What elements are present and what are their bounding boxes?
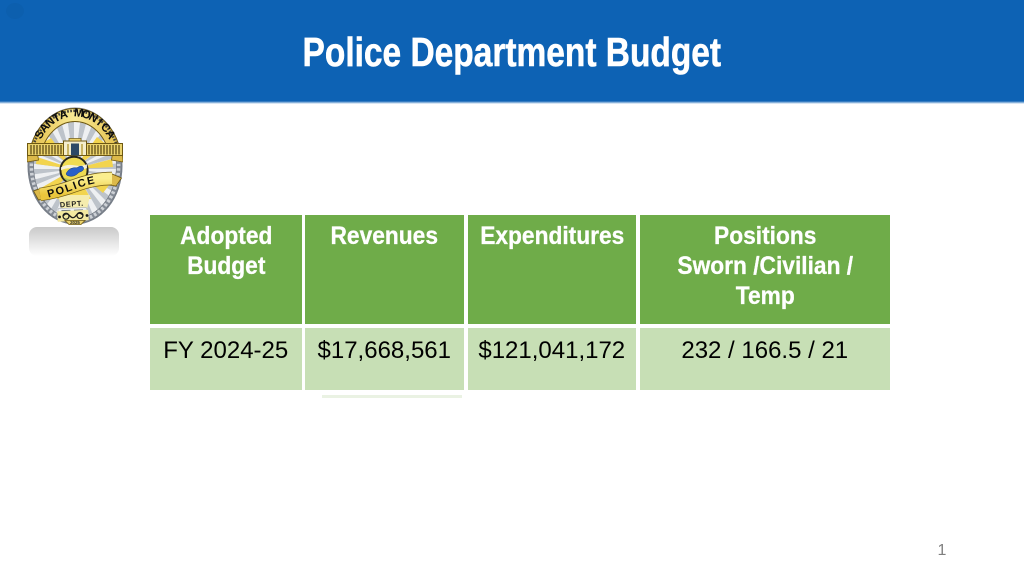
svg-text:M: M [73,107,84,120]
svg-text:O: O [80,107,93,122]
svg-text:I: I [94,116,105,128]
svg-text:2025: 2025 [70,220,80,225]
svg-text:DEPT.: DEPT. [60,198,85,209]
